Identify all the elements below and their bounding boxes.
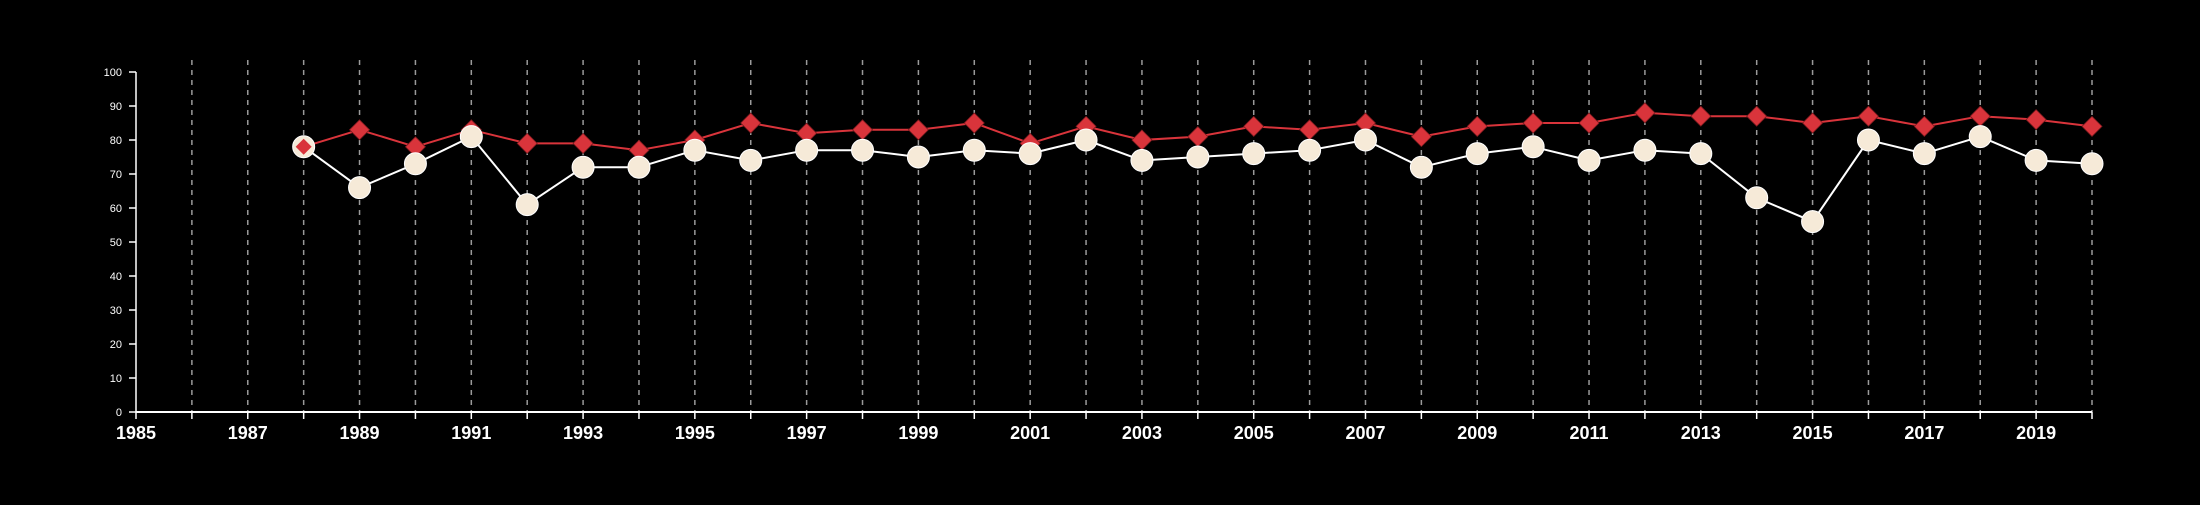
y-tick-label: 100	[104, 67, 122, 79]
x-tick-label: 2011	[1569, 423, 1608, 443]
y-tick-label: 20	[110, 339, 122, 351]
data-point-cream	[1577, 148, 1601, 172]
data-point-red	[851, 119, 874, 141]
data-point-red	[1299, 119, 1321, 141]
data-point-red	[907, 119, 929, 141]
data-point-red	[1410, 126, 1432, 148]
data-point-cream	[1745, 186, 1769, 210]
data-point-cream	[1074, 128, 1098, 152]
data-point-red	[1690, 105, 1712, 127]
data-point-red	[1522, 112, 1544, 134]
data-point-red	[572, 132, 594, 154]
data-point-red	[1857, 105, 1880, 127]
data-point-cream	[571, 155, 595, 179]
data-point-red	[1802, 112, 1824, 134]
x-tick-label: 1987	[228, 423, 268, 443]
data-point-red	[1634, 102, 1656, 124]
data-point-red	[1969, 105, 1991, 127]
data-point-red	[2025, 109, 2047, 131]
y-tick-label: 60	[110, 203, 122, 215]
y-tick-label: 30	[110, 305, 122, 317]
data-point-cream	[348, 176, 372, 200]
data-point-cream	[739, 148, 763, 172]
data-point-cream	[627, 155, 651, 179]
x-tick-label: 2007	[1345, 423, 1385, 443]
y-tick-label: 70	[110, 169, 122, 181]
data-point-red	[1131, 129, 1153, 151]
data-point-cream	[2080, 152, 2104, 176]
data-point-cream	[515, 193, 539, 217]
x-tick-label: 1989	[340, 423, 380, 443]
x-tick-label: 2003	[1122, 423, 1162, 443]
data-point-cream	[1689, 142, 1713, 166]
y-tick-label: 80	[110, 135, 122, 147]
data-point-cream	[1801, 210, 1825, 234]
data-point-red	[740, 112, 762, 134]
x-tick-label: 2015	[1793, 423, 1833, 443]
data-point-cream	[1298, 138, 1322, 162]
data-point-cream	[1130, 148, 1154, 172]
y-tick-label: 50	[110, 237, 122, 249]
data-point-red	[348, 119, 371, 141]
data-point-cream	[1018, 142, 1042, 166]
data-point-red	[1243, 115, 1265, 137]
data-point-cream	[1633, 138, 1657, 162]
data-point-cream	[962, 138, 986, 162]
data-point-cream	[1856, 128, 1880, 152]
data-point-red	[2081, 115, 2103, 137]
axis-layer: 0 10 20 30 40 50 60 70 80 90 100 1985 1987 1989 1991 19…	[104, 67, 2093, 443]
data-point-cream	[2024, 148, 2048, 172]
data-point-red	[516, 132, 538, 154]
data-point-red-overlay	[295, 138, 312, 155]
x-tick-label: 2019	[2016, 423, 2056, 443]
x-tick-label: 1997	[787, 423, 827, 443]
x-tick-label: 2005	[1234, 423, 1274, 443]
data-point-cream	[1242, 142, 1266, 166]
series-layer	[292, 102, 2104, 234]
data-point-cream	[1521, 135, 1545, 159]
data-point-cream	[1186, 145, 1210, 169]
x-tick-label: 1999	[898, 423, 938, 443]
data-point-red	[1746, 105, 1768, 127]
data-point-red	[1466, 115, 1488, 137]
data-point-cream	[1968, 125, 1992, 149]
data-point-red	[963, 112, 985, 134]
x-tick-label: 1985	[116, 423, 156, 443]
data-point-cream	[795, 138, 819, 162]
data-point-red	[1578, 112, 1600, 134]
y-tick-label: 40	[110, 271, 122, 283]
data-point-cream	[906, 145, 930, 169]
x-tick-label: 1991	[451, 423, 491, 443]
data-point-cream	[403, 152, 427, 176]
data-point-cream	[683, 138, 707, 162]
data-point-cream	[1465, 142, 1489, 166]
x-tick-label: 2013	[1681, 423, 1721, 443]
x-tick-label: 2009	[1457, 423, 1497, 443]
x-tick-label: 1995	[675, 423, 715, 443]
grid-layer	[191, 60, 2093, 412]
x-tick-label: 2001	[1010, 423, 1050, 443]
y-tick-label: 0	[116, 407, 122, 419]
data-point-cream	[1353, 128, 1377, 152]
data-point-cream	[1409, 155, 1433, 179]
data-point-cream	[459, 125, 483, 149]
y-tick-label: 10	[110, 373, 122, 385]
x-tick-label: 2017	[1904, 423, 1944, 443]
y-tick-label: 90	[110, 101, 122, 113]
data-point-cream	[851, 138, 875, 162]
data-point-cream	[1912, 142, 1936, 166]
data-point-red	[1187, 126, 1209, 148]
data-point-red	[1913, 115, 1935, 137]
x-tick-label: 1993	[563, 423, 603, 443]
